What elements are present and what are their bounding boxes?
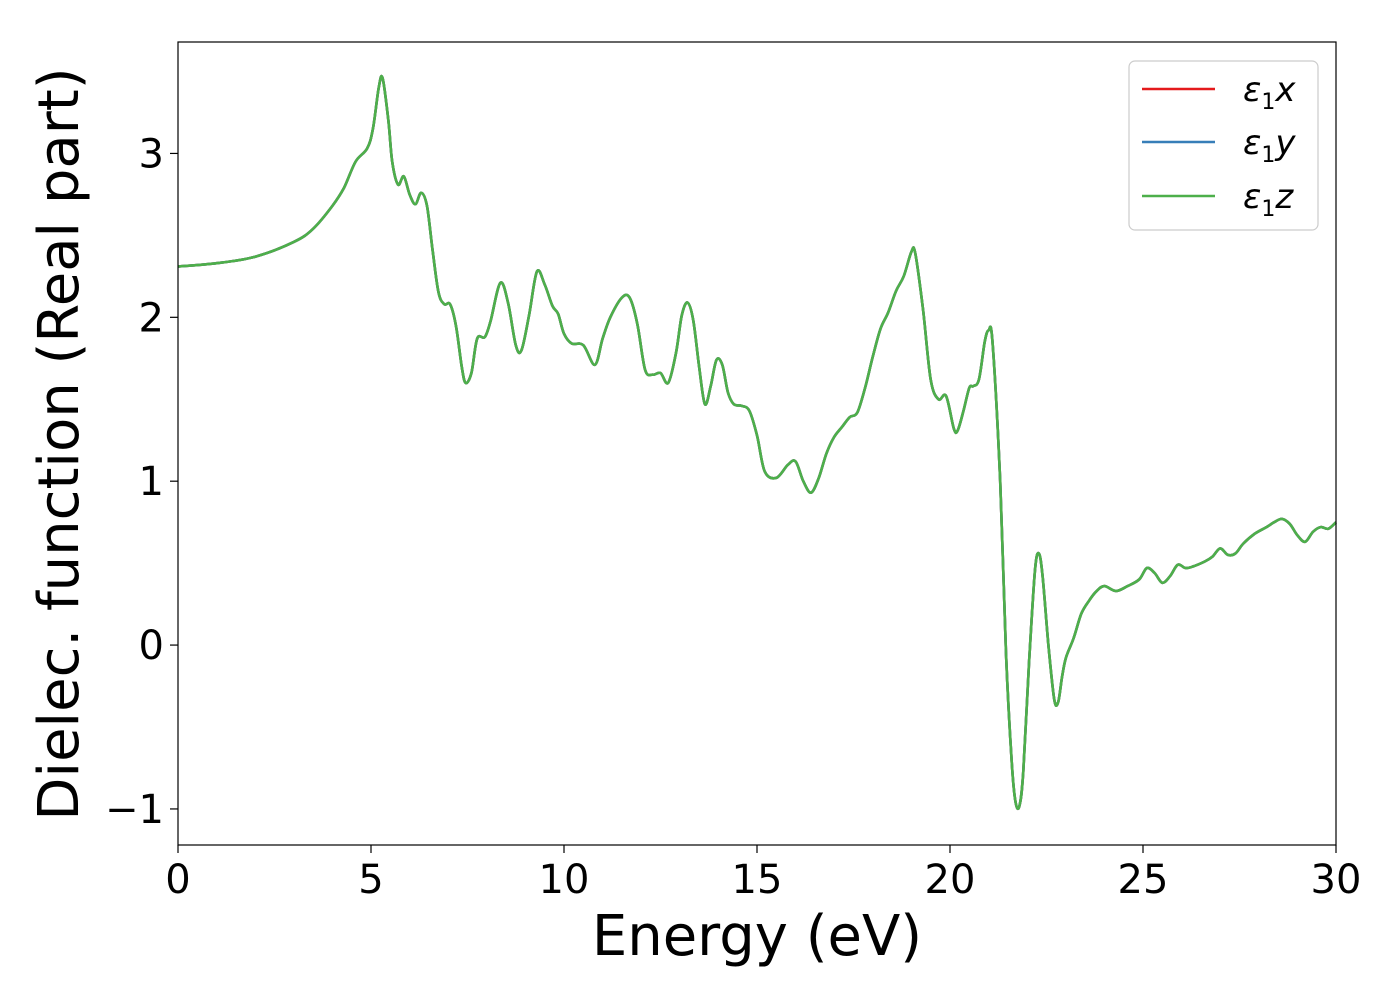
- y-tick-label: −1: [105, 787, 164, 833]
- x-tick-label: 0: [165, 857, 190, 903]
- x-axis: 0 5 10 15 20 25 30: [165, 845, 1361, 903]
- legend-label-z: ε1z: [1243, 177, 1294, 222]
- y-axis-label: Dielec. function (Real part): [27, 67, 92, 820]
- x-tick-label: 30: [1311, 857, 1362, 903]
- legend-box: [1128, 60, 1319, 231]
- x-axis-label: Energy (eV): [592, 904, 922, 969]
- series-layer: [177, 74, 1337, 811]
- legend-item-z: ε1z: [1142, 177, 1294, 222]
- legend: ε1x ε1y ε1z: [1128, 60, 1319, 231]
- legend-label-x: ε1x: [1243, 70, 1296, 115]
- x-tick-label: 15: [732, 857, 783, 903]
- x-tick-label: 5: [358, 857, 383, 903]
- y-axis: −1 0 1 2 3: [105, 131, 178, 833]
- legend-label-y: ε1y: [1243, 123, 1296, 168]
- legend-item-y: ε1y: [1142, 123, 1296, 168]
- y-tick-label: 3: [139, 131, 164, 177]
- x-tick-label: 10: [539, 857, 590, 903]
- y-tick-label: 1: [139, 459, 164, 505]
- x-tick-label: 25: [1118, 857, 1169, 903]
- series-line-z: [177, 74, 1337, 811]
- legend-item-x: ε1x: [1142, 70, 1296, 115]
- y-tick-label: 2: [139, 295, 164, 341]
- x-tick-label: 20: [925, 857, 976, 903]
- y-tick-label: 0: [139, 623, 164, 669]
